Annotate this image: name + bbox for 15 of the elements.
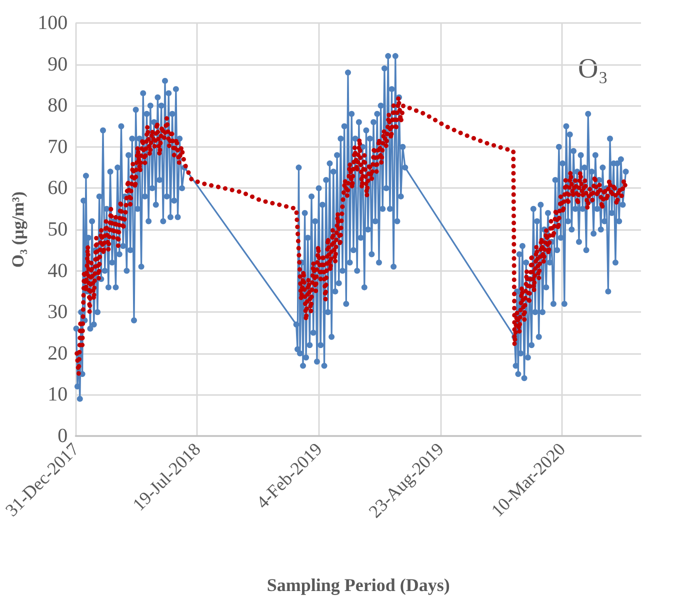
y-tick-label: 60 [48,177,68,200]
y-tick-label: 80 [48,94,68,117]
y-tick-label: 0 [58,425,68,447]
y-axis-title: O₃ (µg/m³) [8,191,28,268]
y-tick-label: 50 [48,218,68,240]
y-tick-label: 40 [48,260,68,282]
line-series [74,95,628,376]
y-tick-label: 90 [48,53,68,76]
y-tick-label: 70 [48,136,68,158]
annotation: O₃ [578,54,608,84]
y-tick-label: 10 [48,384,68,406]
y-tick-label: 20 [48,342,68,364]
y-tick-label: 100 [38,12,68,34]
y-tick-label: 30 [48,301,68,324]
x-axis-title: Sampling Period (Days) [266,575,450,595]
